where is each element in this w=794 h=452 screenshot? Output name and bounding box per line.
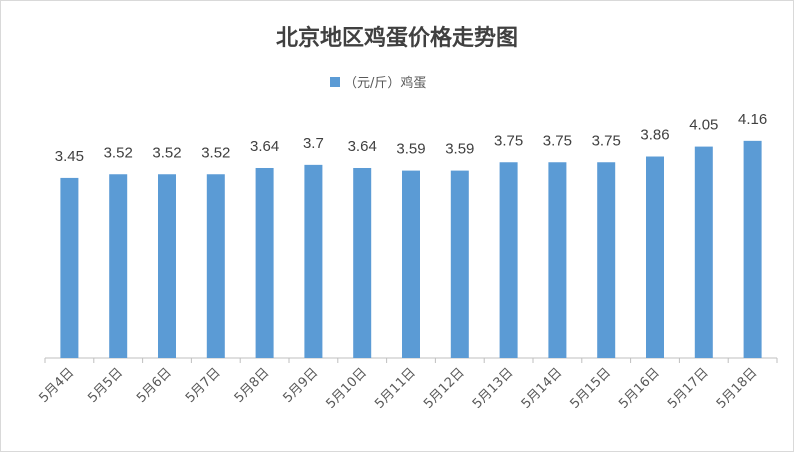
data-label: 3.52 bbox=[201, 144, 230, 161]
chart-title: 北京地区鸡蛋价格走势图 bbox=[276, 25, 518, 51]
x-tick-label: 5月17日 bbox=[665, 365, 712, 412]
x-tick-label: 5月4日 bbox=[37, 365, 78, 406]
x-tick-label: 5月15日 bbox=[567, 365, 614, 412]
data-label: 3.75 bbox=[592, 132, 621, 149]
plot-area: 3.45 5月4日 3.52 5月5日 3.52 5月6日 3.52 5月7日 3.64 5月8日… bbox=[37, 111, 778, 412]
data-label: 3.75 bbox=[494, 132, 523, 149]
data-label: 3.59 bbox=[396, 141, 425, 158]
bar bbox=[597, 162, 616, 358]
bar bbox=[402, 170, 420, 358]
x-tick-label: 5月7日 bbox=[183, 365, 224, 406]
bar bbox=[743, 140, 762, 358]
bar bbox=[694, 146, 713, 358]
bar bbox=[450, 170, 469, 358]
legend-label: （元/斤）鸡蛋 bbox=[344, 75, 426, 91]
x-tick-label: 5月9日 bbox=[281, 365, 322, 406]
data-label: 3.86 bbox=[640, 127, 669, 144]
bar bbox=[499, 162, 518, 358]
data-label: 3.52 bbox=[104, 144, 133, 161]
data-label: 3.45 bbox=[55, 148, 84, 165]
data-label: 3.75 bbox=[543, 132, 572, 149]
x-tick-label: 5月5日 bbox=[85, 365, 126, 406]
legend-swatch bbox=[330, 77, 340, 87]
data-label: 4.16 bbox=[738, 111, 767, 128]
bar bbox=[109, 174, 128, 358]
x-tick-label: 5月16日 bbox=[616, 365, 663, 412]
bar bbox=[255, 167, 274, 358]
data-label: 3.64 bbox=[250, 138, 279, 155]
x-tick-label: 5月12日 bbox=[421, 365, 468, 412]
bar bbox=[60, 177, 79, 358]
legend: （元/斤）鸡蛋 bbox=[330, 75, 426, 91]
x-tick-label: 5月8日 bbox=[232, 365, 273, 406]
x-tick-label: 5月11日 bbox=[372, 365, 419, 412]
data-label: 4.05 bbox=[689, 117, 718, 134]
bar bbox=[206, 174, 225, 358]
data-label: 3.59 bbox=[445, 141, 474, 158]
bar bbox=[548, 162, 567, 358]
bar bbox=[353, 167, 372, 358]
x-tick-label: 5月18日 bbox=[714, 365, 761, 412]
bar bbox=[646, 156, 664, 358]
x-tick-label: 5月14日 bbox=[519, 365, 566, 412]
data-label: 3.52 bbox=[152, 144, 181, 161]
bar bbox=[158, 174, 176, 358]
bar bbox=[304, 164, 323, 358]
x-tick-label: 5月13日 bbox=[470, 365, 517, 412]
data-label: 3.64 bbox=[348, 138, 377, 155]
x-tick-label: 5月6日 bbox=[134, 365, 175, 406]
data-label: 3.7 bbox=[303, 135, 324, 152]
x-tick-label: 5月10日 bbox=[323, 365, 370, 412]
